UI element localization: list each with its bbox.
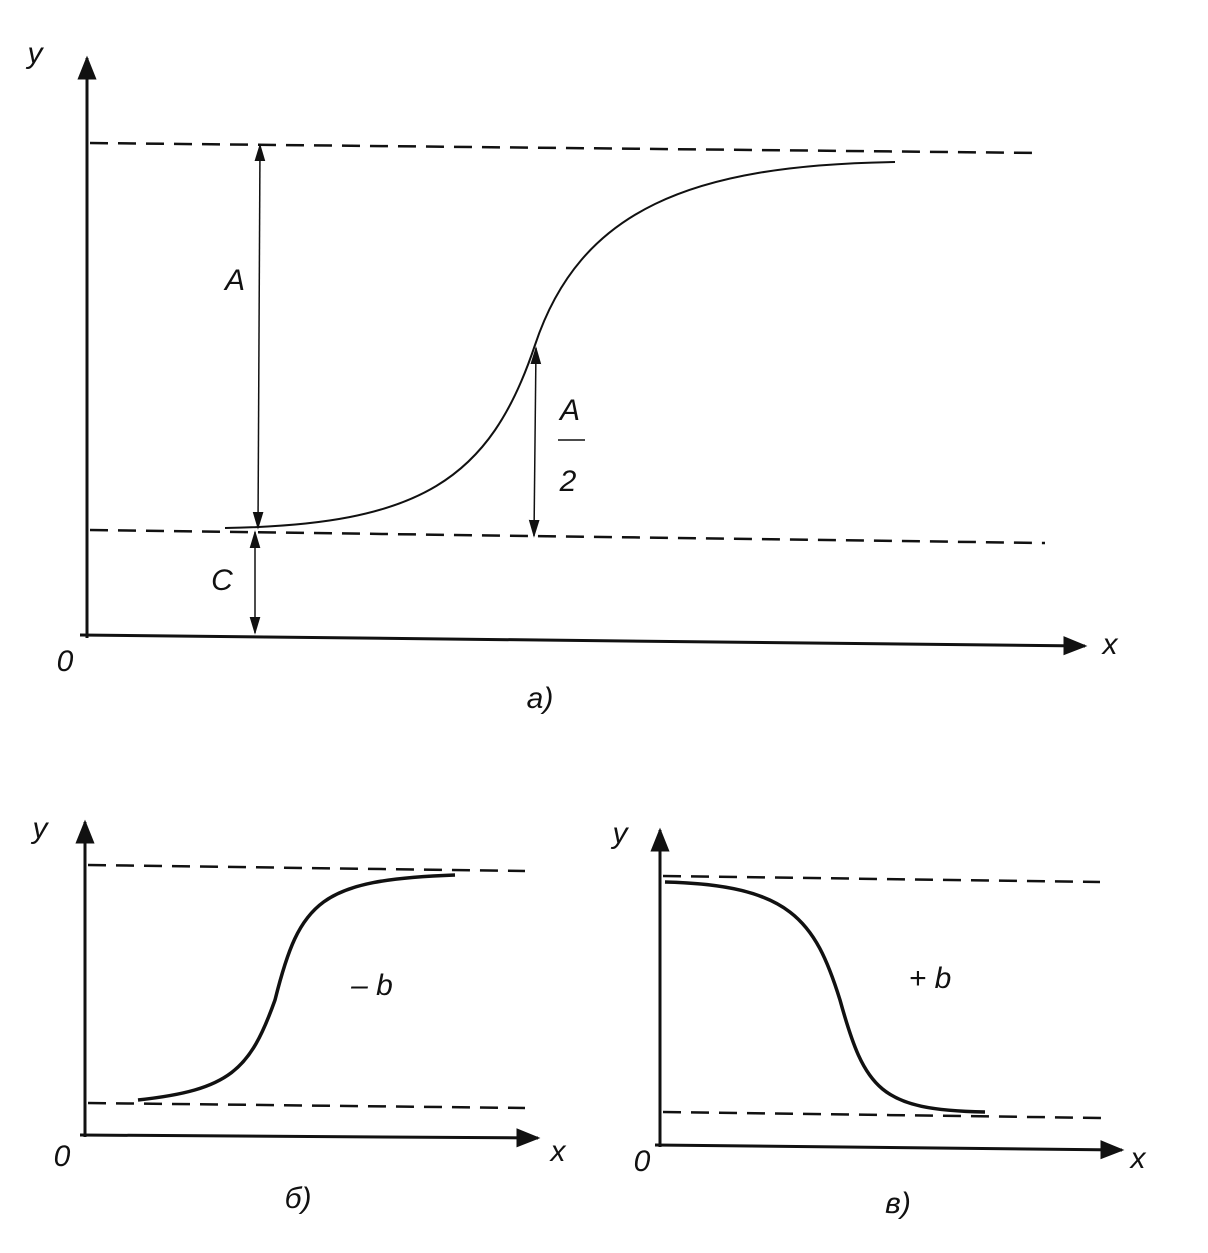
- amplitude-label: A: [223, 264, 245, 297]
- x-axis: [79, 633, 1088, 656]
- panel-b: y 0 x – b б): [31, 812, 567, 1215]
- logistic-curve: [224, 161, 896, 529]
- half-denominator: 2: [559, 465, 577, 498]
- sign-label: – b: [350, 969, 393, 1002]
- upper-asymptote: [89, 141, 1041, 155]
- y-label: y: [611, 817, 630, 850]
- upper-asymptote: [87, 863, 526, 873]
- caption: в): [885, 1187, 911, 1220]
- panel-c: y 0 x + b в): [611, 817, 1147, 1220]
- offset-label: C: [211, 564, 233, 597]
- x-label: x: [549, 1135, 567, 1168]
- y-label: y: [26, 37, 45, 70]
- origin-label: 0: [57, 645, 74, 678]
- amplitude-arrow: [252, 143, 266, 530]
- x-axis: [654, 1140, 1125, 1160]
- lower-asymptote: [89, 528, 1046, 545]
- logistic-curve: [664, 880, 986, 1114]
- lower-asymptote: [87, 1101, 526, 1110]
- logistic-curve: [137, 873, 456, 1102]
- upper-asymptote: [662, 874, 1101, 884]
- lower-asymptote: [662, 1110, 1106, 1120]
- half-arrow: [528, 346, 542, 538]
- half-numerator: A: [558, 394, 580, 427]
- panel-a: y 0 x A C A 2 а): [26, 37, 1119, 715]
- sign-label: + b: [909, 962, 952, 995]
- caption: б): [285, 1182, 312, 1215]
- x-label: x: [1101, 628, 1119, 661]
- origin-label: 0: [634, 1145, 651, 1178]
- y-label: y: [31, 812, 50, 845]
- origin-label: 0: [54, 1140, 71, 1173]
- x-label: x: [1129, 1142, 1147, 1175]
- x-axis: [79, 1128, 541, 1148]
- caption: а): [527, 682, 554, 715]
